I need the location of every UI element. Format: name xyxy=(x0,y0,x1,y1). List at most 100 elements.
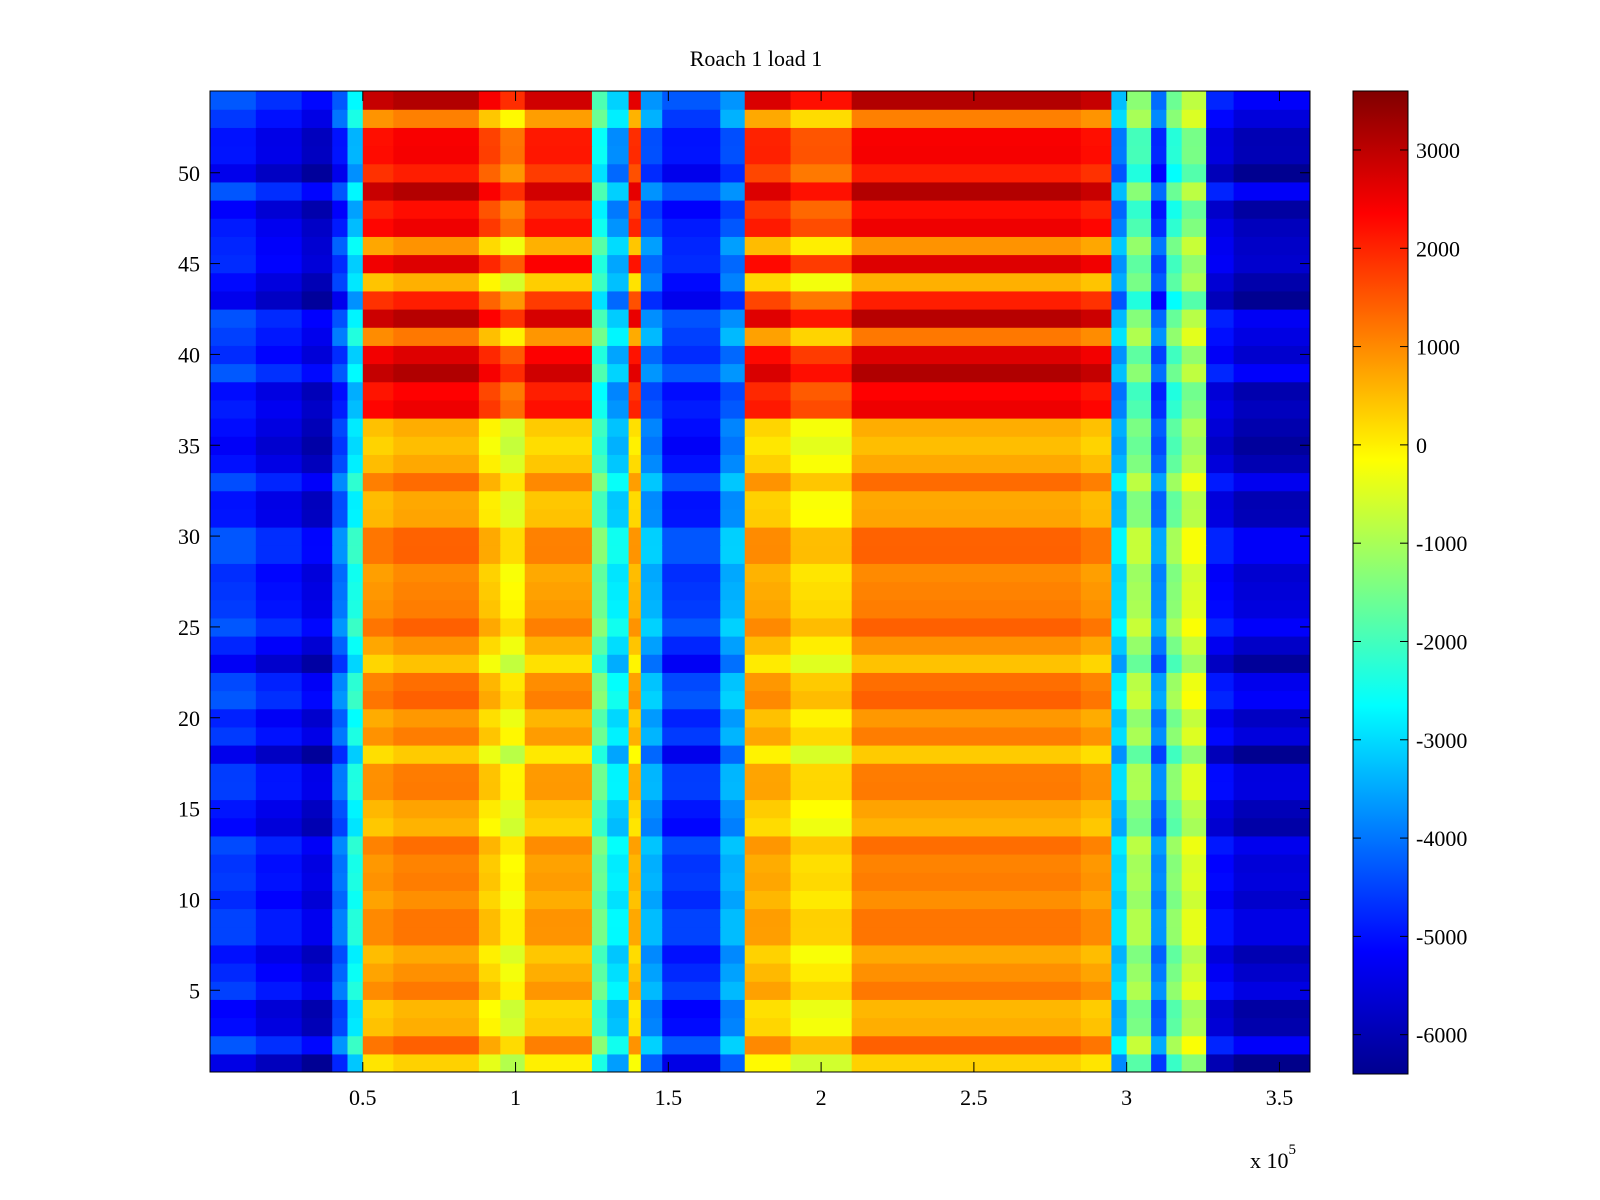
heatmap-cell xyxy=(607,545,630,564)
heatmap-cell xyxy=(640,1053,663,1072)
heatmap-cell xyxy=(332,109,349,128)
heatmap-cell xyxy=(1233,563,1310,583)
heatmap-cell xyxy=(720,581,746,601)
heatmap-cell xyxy=(1151,254,1167,274)
heatmap-cell xyxy=(640,581,663,601)
heatmap-cell xyxy=(662,327,721,346)
heatmap-cell xyxy=(255,545,303,564)
heatmap-cell xyxy=(1080,91,1112,110)
heatmap-cell xyxy=(591,127,608,147)
heatmap-cell xyxy=(393,181,480,201)
colorbar-tick-label: 3000 xyxy=(1416,138,1460,163)
heatmap-cell xyxy=(662,672,721,692)
heatmap-cell xyxy=(1206,163,1235,183)
heatmap-cell xyxy=(607,581,630,601)
heatmap-cell xyxy=(790,999,853,1019)
heatmap-cell xyxy=(744,91,792,110)
heatmap-cell xyxy=(628,563,642,583)
heatmap-cell xyxy=(607,654,630,673)
heatmap-cell xyxy=(1181,599,1207,619)
heatmap-cell xyxy=(478,454,501,474)
heatmap-cell xyxy=(1206,926,1235,946)
heatmap-cell xyxy=(1181,1035,1207,1055)
heatmap-cell xyxy=(524,145,593,165)
heatmap-cell xyxy=(393,490,480,510)
heatmap-cell xyxy=(662,290,721,310)
heatmap-cell xyxy=(1181,872,1207,891)
heatmap-cell xyxy=(744,690,792,710)
heatmap-cell xyxy=(524,745,593,764)
heatmap-cell xyxy=(362,726,394,746)
heatmap-cell xyxy=(790,399,853,419)
heatmap-cell xyxy=(1126,290,1152,310)
heatmap-cell xyxy=(393,454,480,474)
heatmap-cell xyxy=(210,763,257,782)
heatmap-cell xyxy=(1151,817,1167,837)
heatmap-cell xyxy=(362,708,394,728)
heatmap-cell xyxy=(478,309,501,328)
heatmap-cell xyxy=(1111,1053,1128,1072)
heatmap-cell xyxy=(744,617,792,637)
heatmap-cell xyxy=(301,690,333,710)
heatmap-cell xyxy=(1181,563,1207,583)
heatmap-cell xyxy=(301,1035,333,1055)
heatmap-cell xyxy=(1111,91,1128,110)
heatmap-cell xyxy=(332,636,349,655)
heatmap-cell xyxy=(1181,581,1207,601)
heatmap-cell xyxy=(393,436,480,455)
heatmap-cell xyxy=(1233,963,1310,982)
heatmap-cell xyxy=(851,781,1082,801)
heatmap-cell xyxy=(1151,926,1167,946)
heatmap-cell xyxy=(720,399,746,419)
heatmap-cell xyxy=(210,908,257,928)
heatmap-cell xyxy=(524,890,593,910)
heatmap-cell xyxy=(607,127,630,147)
y-tick-label: 15 xyxy=(178,797,200,822)
heatmap-cell xyxy=(500,200,526,219)
heatmap-cell xyxy=(1111,527,1128,546)
heatmap-cell xyxy=(1166,145,1183,165)
heatmap-cell xyxy=(607,236,630,256)
heatmap-cell xyxy=(1126,1053,1152,1072)
heatmap-cell xyxy=(362,999,394,1019)
heatmap-cell xyxy=(1126,654,1152,673)
heatmap-cell xyxy=(744,708,792,728)
heatmap-cell xyxy=(607,490,630,510)
y-tick-label: 20 xyxy=(178,706,200,731)
heatmap-cell xyxy=(393,163,480,183)
heatmap-cell xyxy=(1166,944,1183,964)
heatmap-cell xyxy=(347,581,364,601)
heatmap-cell xyxy=(744,654,792,673)
heatmap-cell xyxy=(628,145,642,165)
heatmap-cell xyxy=(524,726,593,746)
heatmap-cell xyxy=(1181,290,1207,310)
heatmap-cell xyxy=(301,163,333,183)
heatmap-cell xyxy=(362,872,394,891)
heatmap-cell xyxy=(332,363,349,383)
heatmap-cell xyxy=(210,200,257,219)
heatmap-cell xyxy=(478,472,501,492)
heatmap-cell xyxy=(362,781,394,801)
heatmap-cell xyxy=(628,817,642,837)
heatmap-cell xyxy=(607,999,630,1019)
heatmap-cell xyxy=(1111,1035,1128,1055)
heatmap-cell xyxy=(210,1053,257,1072)
heatmap-cell xyxy=(607,290,630,310)
heatmap-cell xyxy=(393,981,480,1000)
heatmap-cell xyxy=(851,345,1082,365)
heatmap-cell xyxy=(1206,508,1235,528)
heatmap-cell xyxy=(851,472,1082,492)
heatmap-cell xyxy=(301,127,333,147)
heatmap-cell xyxy=(524,490,593,510)
heatmap-cell xyxy=(1151,418,1167,437)
heatmap-cell xyxy=(744,872,792,891)
heatmap-cell xyxy=(607,418,630,437)
heatmap-cell xyxy=(662,381,721,401)
heatmap-cell xyxy=(851,726,1082,746)
heatmap-cell xyxy=(851,527,1082,546)
heatmap-cell xyxy=(744,490,792,510)
heatmap-cell xyxy=(255,436,303,455)
heatmap-cell xyxy=(301,490,333,510)
heatmap-cell xyxy=(301,763,333,782)
heatmap-cell xyxy=(301,781,333,801)
